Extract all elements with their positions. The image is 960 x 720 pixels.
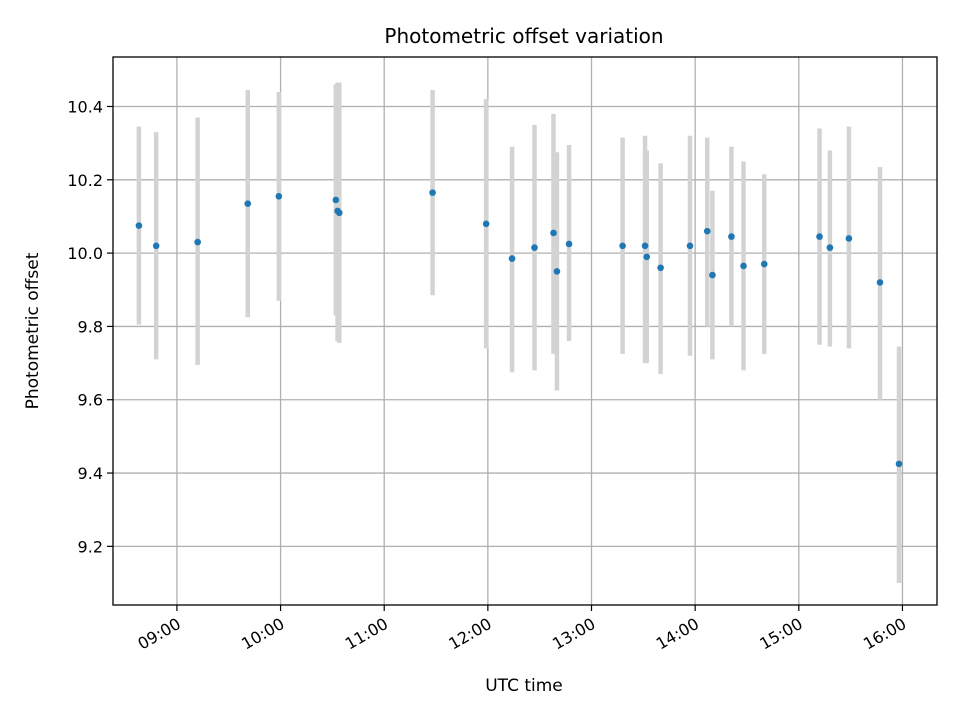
data-points (135, 189, 903, 468)
data-point (508, 255, 516, 262)
data-point (550, 229, 557, 237)
data-point (244, 200, 252, 207)
data-point (845, 235, 853, 242)
y-tick-label: 9.8 (78, 317, 103, 336)
data-point (728, 233, 735, 240)
chart-title: Photometric offset variation (384, 24, 663, 48)
data-point (152, 242, 160, 250)
data-point (531, 244, 538, 251)
data-point (816, 233, 823, 240)
data-point (429, 189, 436, 196)
data-point (709, 271, 716, 279)
y-tick-label: 9.4 (78, 464, 103, 483)
y-tick-label: 9.6 (78, 391, 103, 410)
data-point (740, 262, 747, 270)
y-tick-label: 10.2 (67, 171, 103, 190)
data-point (194, 238, 201, 246)
y-tick-label: 10.0 (67, 244, 103, 263)
data-point (482, 220, 490, 228)
data-point (565, 240, 573, 248)
data-point (619, 242, 626, 250)
data-point (895, 460, 903, 468)
data-point (641, 242, 649, 250)
grid (113, 57, 937, 605)
data-point (876, 279, 884, 286)
y-tick-label: 9.2 (78, 537, 103, 556)
x-axis-title: UTC time (485, 676, 563, 696)
y-axis-title: Photometric offset (23, 252, 43, 409)
data-point (275, 192, 283, 200)
plot-frame (112, 56, 938, 606)
data-point (657, 264, 664, 272)
data-point (335, 209, 343, 217)
data-point (760, 260, 768, 268)
data-point (135, 222, 143, 229)
data-point (686, 242, 694, 250)
data-point (553, 268, 561, 275)
data-point (643, 253, 651, 261)
data-point (703, 227, 711, 235)
data-point (826, 244, 834, 251)
data-point (332, 196, 340, 204)
y-tick-label: 10.4 (67, 97, 103, 116)
